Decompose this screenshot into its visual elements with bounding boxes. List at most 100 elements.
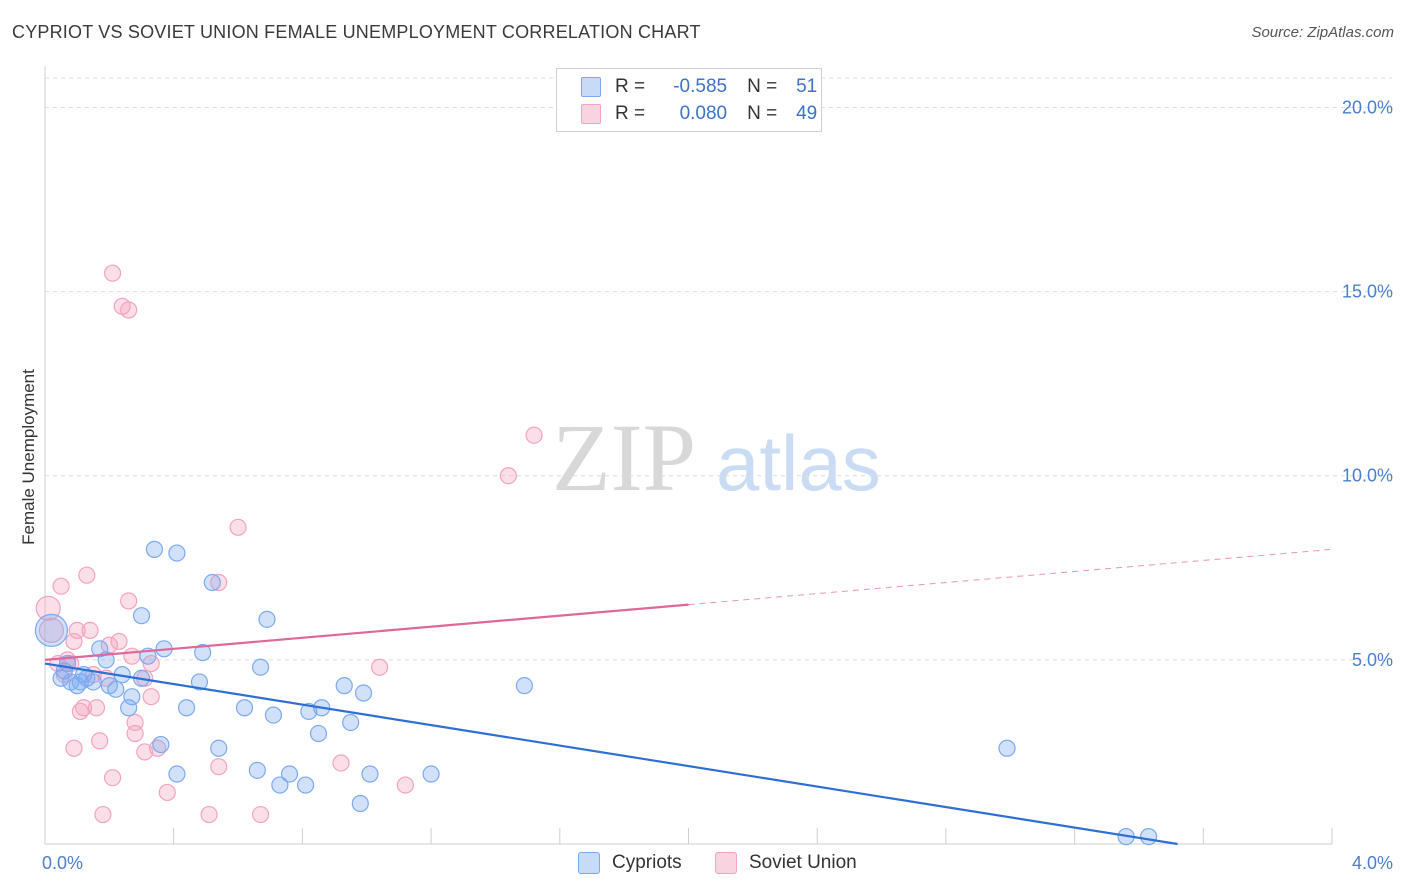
- chart-title: CYPRIOT VS SOVIET UNION FEMALE UNEMPLOYM…: [12, 22, 701, 42]
- soviet-union-swatch: [715, 852, 737, 874]
- soviet-union-point: [65, 739, 83, 757]
- cypriots-point: [354, 684, 373, 702]
- soviet-union-point: [136, 743, 154, 761]
- legend-r-value: -0.585: [673, 76, 728, 97]
- cypriots-point: [203, 573, 221, 592]
- soviet-union-point: [78, 566, 96, 584]
- y-tick-label: 5.0%: [1352, 650, 1393, 670]
- cypriots-point: [297, 776, 315, 794]
- legend-item-soviet-union: Soviet Union: [715, 852, 857, 874]
- axes: [44, 66, 1333, 845]
- legend-n-label: N =: [747, 76, 778, 97]
- cypriots-point: [300, 702, 318, 721]
- cypriots-label: Cypriots: [612, 852, 682, 873]
- soviet-union-point: [75, 699, 93, 717]
- legend-swatch-pink: [581, 104, 601, 124]
- cypriots-point: [998, 739, 1016, 757]
- soviet-union-point: [91, 732, 109, 750]
- cypriots-point: [194, 643, 212, 662]
- cypriots-point: [190, 673, 209, 691]
- cypriots-point: [84, 673, 102, 691]
- soviet-union-point: [110, 632, 128, 651]
- cypriots-point: [361, 765, 379, 783]
- cypriots-point: [1140, 828, 1158, 846]
- soviet-union-point: [332, 754, 350, 772]
- soviet-union-point: [94, 805, 112, 824]
- soviet-union-point: [200, 805, 218, 824]
- watermark: ZIP atlas: [552, 404, 881, 511]
- correlation-legend: R = -0.585 N = 51 R = 0.080 N = 49: [556, 68, 822, 132]
- soviet-union-label: Soviet Union: [749, 852, 857, 873]
- cypriots-point: [210, 739, 228, 757]
- legend-n-label: N =: [747, 103, 778, 124]
- cypriots-point: [335, 677, 353, 695]
- cypriots-point: [251, 658, 270, 676]
- soviet-union-point: [123, 647, 141, 665]
- x-tick-label: 4.0%: [1352, 853, 1393, 873]
- legend-row-soviet-union: R = 0.080 N = 49: [581, 101, 817, 127]
- soviet-union-point: [81, 621, 99, 640]
- cypriots-point: [280, 765, 299, 783]
- cypriots-point: [342, 713, 360, 732]
- cypriots-point: [123, 688, 141, 706]
- legend-swatch-blue: [581, 77, 601, 97]
- cypriots-point: [351, 794, 369, 813]
- soviet-union-point: [142, 688, 160, 706]
- soviet-union-point: [229, 518, 247, 536]
- cypriots-point: [264, 706, 283, 724]
- legend-item-cypriots: Cypriots: [578, 852, 682, 874]
- cypriots-point: [145, 540, 163, 558]
- soviet-union-point: [103, 264, 122, 282]
- y-tick-label: 20.0%: [1342, 97, 1393, 117]
- trend-lines: [44, 548, 1333, 846]
- soviet-union-point: [103, 769, 122, 787]
- soviet-union-point: [126, 713, 144, 732]
- soviet-union-point: [371, 658, 389, 676]
- soviet-union-point: [38, 617, 65, 644]
- watermark-atlas: atlas: [716, 419, 881, 507]
- soviet-union-point: [87, 699, 106, 717]
- soviet-union-point: [525, 426, 543, 444]
- soviet-union-point: [499, 467, 517, 485]
- watermark-zip: ZIP: [552, 404, 696, 511]
- soviet-union-point: [120, 301, 138, 319]
- cypriots-point: [235, 699, 254, 717]
- legend-row-cypriots: R = -0.585 N = 51: [581, 74, 817, 100]
- cypriots-point: [152, 735, 170, 754]
- cypriots-point: [248, 761, 266, 779]
- source-label: Source: ZipAtlas.com: [1251, 24, 1394, 41]
- soviet-union-point: [396, 776, 414, 794]
- cypriots-point: [132, 607, 151, 625]
- legend-r-label: R =: [615, 103, 646, 124]
- tick-labels: 5.0% 10.0% 15.0% 20.0% 0.0% 4.0%: [42, 97, 1393, 873]
- cypriots-point: [271, 776, 289, 794]
- cypriots-point: [107, 680, 125, 698]
- cypriots-point: [34, 613, 69, 648]
- y-axis-label: Female Unemployment: [19, 369, 38, 545]
- cypriots-point: [120, 699, 138, 717]
- soviet-union-point: [158, 783, 176, 802]
- cypriots-trend-line: [44, 662, 1178, 846]
- cypriots-point: [309, 724, 328, 743]
- soviet-union-points: [35, 264, 543, 824]
- soviet-union-point: [210, 573, 228, 592]
- y-tick-label: 15.0%: [1342, 282, 1393, 302]
- legend-n-value: 49: [796, 103, 818, 124]
- soviet-union-point: [52, 577, 70, 595]
- series-legend: Cypriots Soviet Union: [0, 852, 1406, 878]
- cypriots-point: [422, 765, 440, 783]
- soviet-union-trend-line: [44, 603, 689, 661]
- legend-r-value: 0.080: [679, 103, 728, 124]
- grid-lines: [45, 77, 1392, 661]
- soviet-union-point: [210, 758, 228, 776]
- cypriots-point: [168, 765, 186, 783]
- soviet-union-point: [65, 632, 83, 651]
- soviet-union-point: [251, 805, 270, 824]
- cypriots-point: [177, 699, 196, 717]
- soviet-union-point: [68, 621, 86, 640]
- legend-r-label: R =: [615, 76, 646, 97]
- legend-n-value: 51: [796, 76, 818, 97]
- cypriots-point: [258, 610, 276, 628]
- soviet-union-trend-extension: [688, 548, 1333, 606]
